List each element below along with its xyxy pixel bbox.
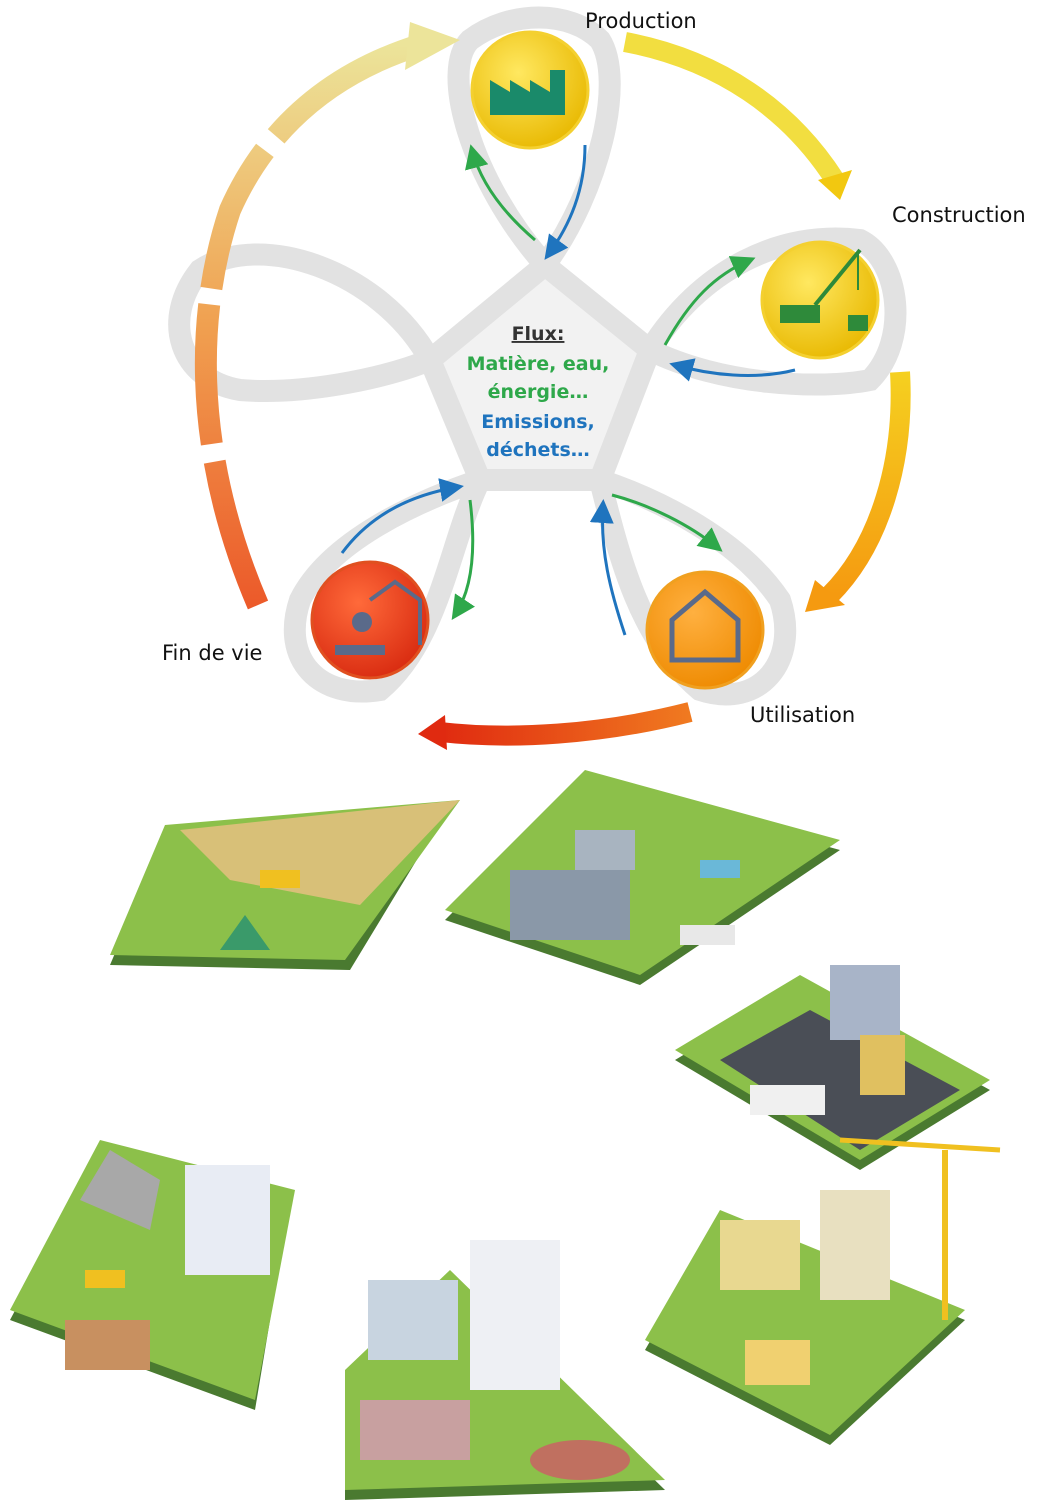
page: Production Construction Utilisation Fin … xyxy=(0,0,1038,1510)
use-icon xyxy=(647,572,763,688)
stage-label: Production xyxy=(585,9,697,33)
stage-label: Fin de vie xyxy=(162,641,262,665)
stage-label: Construction xyxy=(892,203,1026,227)
arrow-head xyxy=(418,715,447,750)
cycle-arrow xyxy=(440,712,690,736)
center-line: énergie… xyxy=(488,381,589,403)
illustration-demolition xyxy=(10,1140,295,1410)
illustration-factory xyxy=(445,770,840,985)
life-cycle-diagram: Production Construction Utilisation Fin … xyxy=(0,0,1038,1510)
stage-label: Utilisation xyxy=(750,703,855,727)
illustration-quarry xyxy=(110,800,460,970)
cycle-arrow xyxy=(830,372,901,595)
center-line: déchets… xyxy=(486,439,590,461)
center-line: Emissions, xyxy=(481,411,595,433)
illustration-construction-site xyxy=(645,1140,1000,1445)
illustration-town xyxy=(345,1240,665,1500)
end-of-life-icon xyxy=(312,562,428,678)
production-icon xyxy=(472,32,588,148)
cycle-arrow xyxy=(625,42,835,180)
construction-icon xyxy=(762,242,878,358)
center-title: Flux: xyxy=(512,323,565,345)
center-line: Matière, eau, xyxy=(467,353,610,375)
illustration-warehouse xyxy=(675,965,990,1170)
